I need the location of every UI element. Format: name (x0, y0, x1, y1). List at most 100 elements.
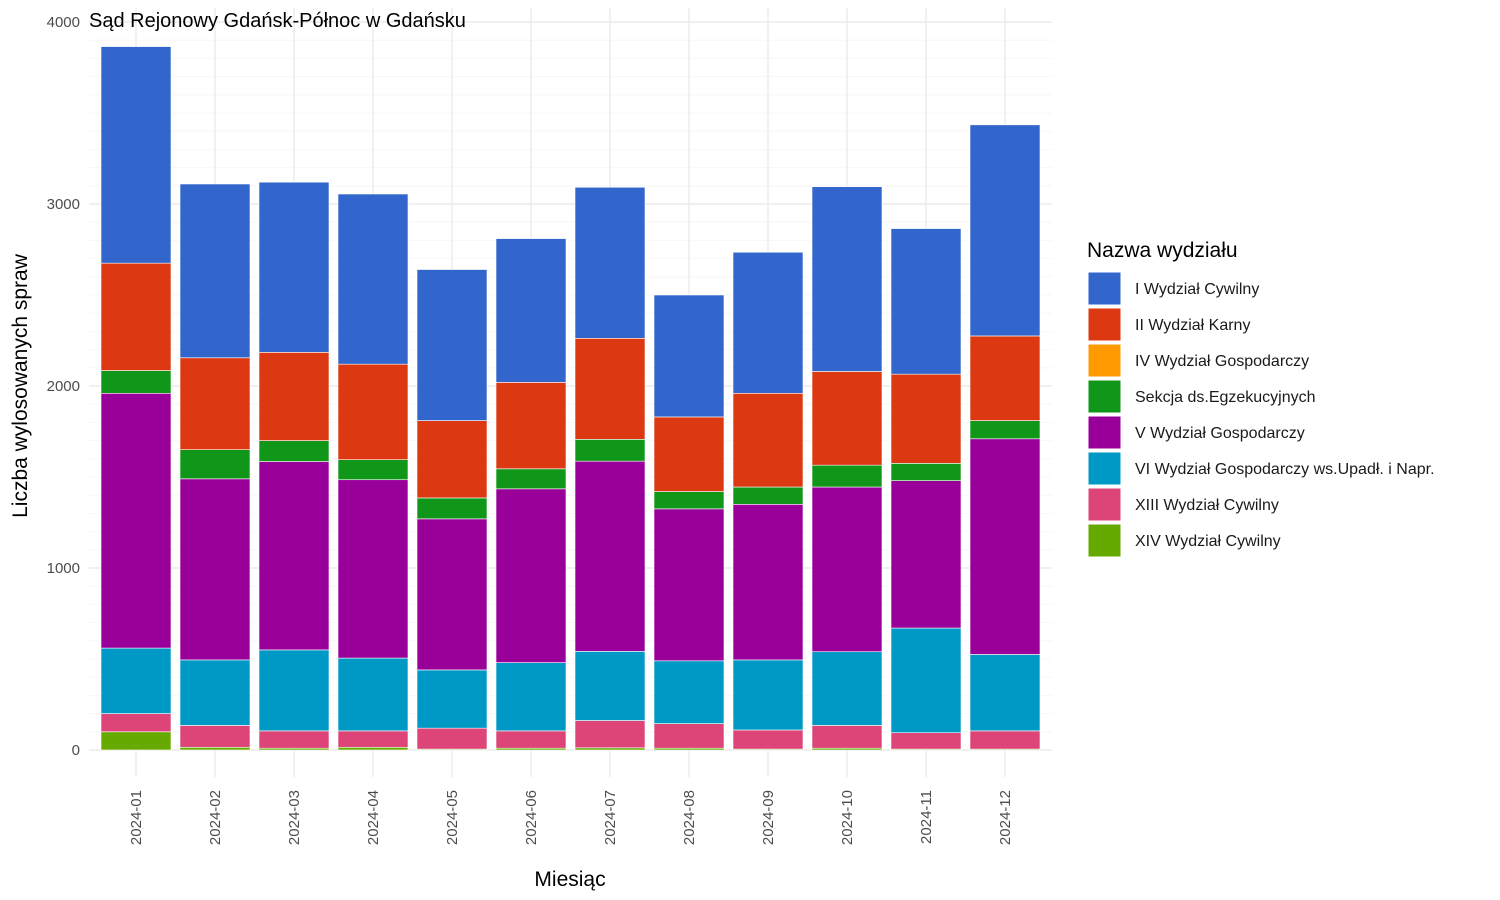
x-tick-label: 2024-03 (286, 790, 303, 845)
y-tick-label: 2000 (47, 378, 80, 395)
bar-segment (574, 720, 646, 749)
bar-segment (495, 662, 567, 732)
bar-segment (337, 459, 409, 481)
y-tick-label: 3000 (47, 196, 80, 213)
bar-segment (179, 478, 251, 661)
bar-segment (258, 352, 330, 441)
x-tick-label: 2024-10 (839, 790, 856, 845)
bar-segment (258, 440, 330, 462)
bar-segment (890, 480, 962, 629)
bar-segment (258, 730, 330, 749)
bar-segment (495, 238, 567, 383)
x-tick-label: 2024-06 (523, 790, 540, 845)
legend: Nazwa wydziału I Wydział Cywilny II Wydzi… (1087, 239, 1435, 558)
bar-segment (574, 439, 646, 462)
bar-segment (495, 488, 567, 663)
bar-segment (653, 508, 725, 662)
bar-segment (337, 730, 409, 748)
bar-segment (890, 373, 962, 464)
legend-swatch (1087, 487, 1122, 522)
legend-swatch (1087, 523, 1122, 558)
bar-segment (100, 370, 172, 394)
legend-swatch (1087, 451, 1122, 486)
y-axis-ticks: 0 1000 2000 3000 4000 (47, 14, 80, 759)
legend-item: I Wydział Cywilny (1087, 271, 1259, 306)
bar-segment (969, 335, 1041, 421)
bar-segment (416, 669, 488, 729)
y-tick-label: 1000 (47, 560, 80, 577)
legend-items: I Wydział Cywilny II Wydział Karny IV Wydz… (1087, 271, 1435, 558)
legend-item: XIV Wydział Cywilny (1087, 523, 1281, 558)
x-axis-ticks: 2024-01 2024-02 2024-03 2024-04 2024-05 2024-… (128, 790, 1014, 845)
bars (100, 46, 1041, 751)
legend-item: IV Wydział Gospodarczy (1087, 343, 1309, 378)
bar-segment (179, 449, 251, 480)
bar-segment (100, 713, 172, 733)
bar-segment (732, 729, 804, 750)
bar-segment (653, 416, 725, 492)
legend-label: Sekcja ds.Egzekucyjnych (1135, 389, 1316, 406)
bar-segment (969, 438, 1041, 655)
bar-segment (732, 251, 804, 394)
bar-segment (416, 727, 488, 750)
x-axis-title: Miesiąc (534, 868, 605, 891)
bar-segment (653, 723, 725, 749)
bar-segment (100, 392, 172, 649)
bar-segment (811, 186, 883, 372)
x-tick-label: 2024-08 (681, 790, 698, 845)
legend-swatch (1087, 271, 1122, 306)
bar-segment (337, 479, 409, 659)
y-axis-title: Liczba wylosowanych spraw (9, 253, 32, 518)
x-tick-label: 2024-11 (918, 790, 935, 844)
bar-segment (969, 654, 1041, 732)
bar-segment (890, 463, 962, 481)
y-tick-label: 0 (72, 742, 80, 759)
bar-segment (732, 659, 804, 731)
bar-segment (495, 382, 567, 470)
bar-segment (179, 357, 251, 451)
legend-label: IV Wydział Gospodarczy (1135, 353, 1309, 370)
legend-swatch (1087, 343, 1122, 378)
legend-label: II Wydział Karny (1135, 317, 1250, 334)
bar-segment (890, 627, 962, 734)
legend-item: Sekcja ds.Egzekucyjnych (1087, 379, 1316, 414)
bar-segment (811, 486, 883, 653)
bar-segment (337, 657, 409, 732)
x-tick-label: 2024-12 (997, 790, 1014, 845)
bar-segment (811, 371, 883, 466)
bar-segment (574, 747, 646, 751)
legend-label: VI Wydział Gospodarczy ws.Upadł. i Napr. (1135, 461, 1435, 478)
bar-segment (732, 486, 804, 505)
bar-segment (337, 193, 409, 365)
bar-segment (653, 660, 725, 724)
x-tick-label: 2024-09 (760, 790, 777, 845)
legend-label: XIII Wydział Cywilny (1135, 497, 1279, 514)
bar-segment (574, 338, 646, 440)
legend-swatch (1087, 415, 1122, 450)
bar-segment (258, 181, 330, 353)
x-tick-label: 2024-05 (444, 790, 461, 845)
legend-label: I Wydział Cywilny (1135, 281, 1259, 298)
bar-segment (495, 730, 567, 749)
bar-segment (416, 497, 488, 520)
legend-swatch (1087, 307, 1122, 342)
bar-segment (337, 363, 409, 461)
bar-segment (969, 420, 1041, 440)
bar-segment (100, 46, 172, 264)
x-tick-label: 2024-04 (365, 790, 382, 845)
bar-segment (337, 746, 409, 751)
bar-segment (495, 468, 567, 490)
bar-segment (732, 392, 804, 488)
bar-segment (179, 746, 251, 751)
bar-segment (574, 460, 646, 652)
x-tick-label: 2024-02 (207, 790, 224, 845)
legend-title: Nazwa wydziału (1087, 239, 1238, 262)
y-tick-label: 4000 (47, 14, 80, 31)
bar-segment (811, 725, 883, 749)
bar-segment (811, 464, 883, 488)
legend-label: V Wydział Gospodarczy (1135, 425, 1305, 442)
bar-segment (969, 124, 1041, 337)
bar-segment (890, 228, 962, 375)
bar-segment (890, 732, 962, 750)
